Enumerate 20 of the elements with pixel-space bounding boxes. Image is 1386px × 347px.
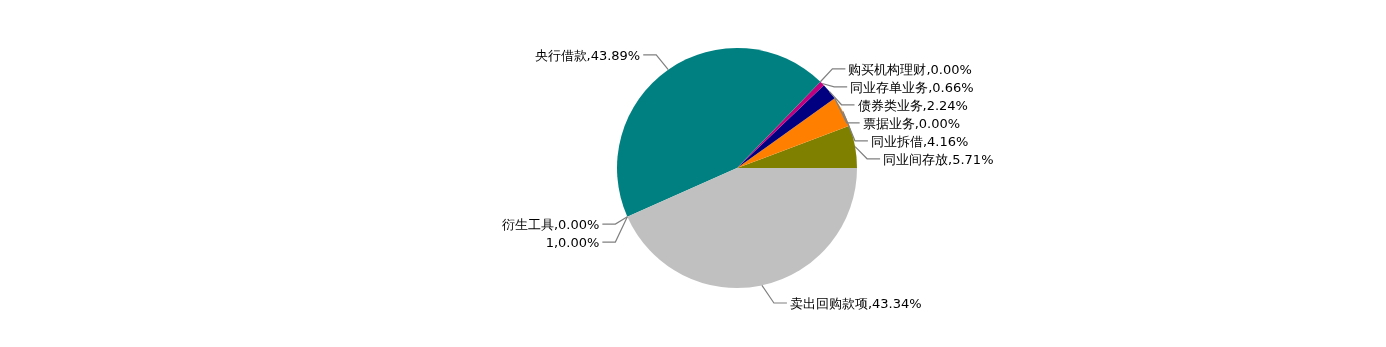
slice-label: 央行借款	[534, 47, 587, 63]
text: ,0.00%	[926, 61, 972, 77]
text: ,0.00%	[914, 115, 961, 131]
legend-label: 购买机构理财	[848, 61, 927, 77]
category-label: 衍生工具	[501, 217, 554, 233]
category-label: 票据业务	[862, 115, 915, 131]
text: ,0.00%	[553, 217, 600, 233]
slice-label: 债券类业务	[857, 97, 923, 113]
text: ,0.00%	[553, 235, 600, 251]
slice-label: 卖出回购款项	[789, 295, 868, 311]
slice-label: 同业拆借	[870, 133, 923, 149]
data-label: ,0.66%	[928, 79, 974, 95]
data-label: ,43.34%	[867, 295, 922, 311]
data-label: ,2.24%	[922, 97, 968, 113]
data-label: ,4.16%	[922, 133, 969, 149]
data-label: ,43.89%	[586, 47, 641, 63]
category-label: 1	[545, 235, 554, 251]
slice-label: 同业间存放	[883, 151, 949, 167]
slice-label: 同业存单业务	[850, 79, 929, 95]
data-label: ,5.71%	[948, 151, 994, 167]
